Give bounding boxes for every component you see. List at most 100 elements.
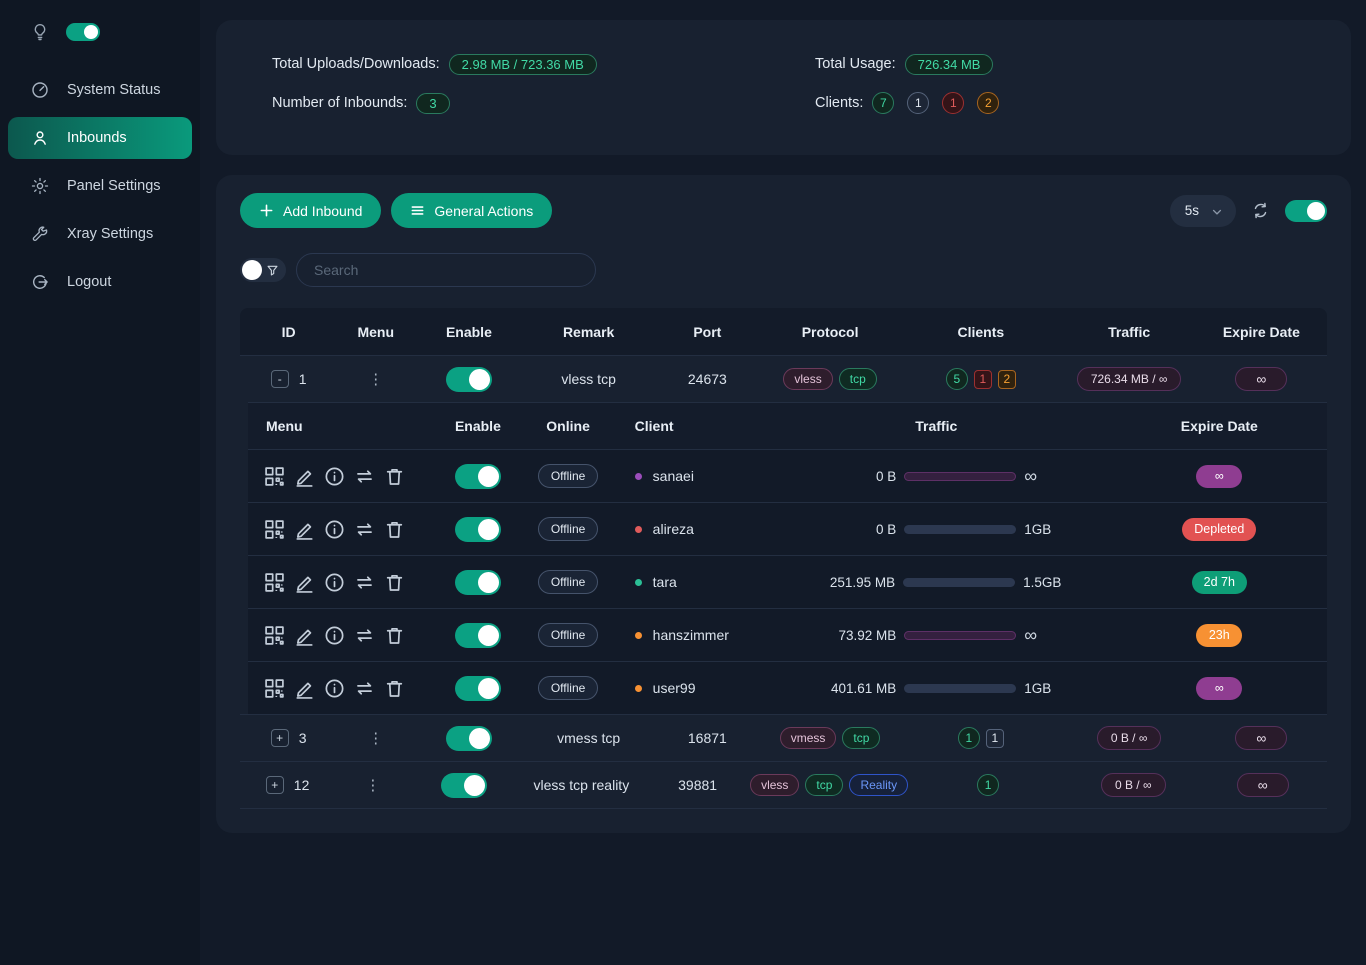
client-name: alireza xyxy=(652,521,694,537)
protocol-tag-tcp: tcp xyxy=(838,368,877,390)
client-count-badge: 1 xyxy=(973,369,992,389)
qr-code-icon[interactable] xyxy=(264,625,285,646)
traffic-total: ∞ xyxy=(1024,625,1038,645)
client-enable-toggle[interactable] xyxy=(454,463,501,489)
protocol-tag-vless: vless xyxy=(783,368,833,390)
inbounds-table-header: ID Menu Enable Remark Port Protocol Clients Tra… xyxy=(240,308,1327,355)
info-icon[interactable] xyxy=(324,678,345,699)
sidebar-top xyxy=(0,0,200,66)
clients-cell: 1 xyxy=(908,774,1068,796)
reset-traffic-icon[interactable] xyxy=(354,519,375,540)
expand-toggle-button[interactable]: + xyxy=(270,729,289,747)
delete-icon[interactable] xyxy=(384,625,405,646)
edit-icon[interactable] xyxy=(294,678,315,699)
client-enable-toggle[interactable] xyxy=(454,675,501,701)
edit-icon[interactable] xyxy=(294,625,315,646)
delete-icon[interactable] xyxy=(384,678,405,699)
info-icon[interactable] xyxy=(324,625,345,646)
sidebar-item-panel-settings[interactable]: Panel Settings xyxy=(0,162,200,210)
filter-toggle[interactable] xyxy=(240,258,286,282)
search-input[interactable] xyxy=(296,253,596,287)
qr-code-icon[interactable] xyxy=(264,466,285,487)
sidebar-item-xray-settings[interactable]: Xray Settings xyxy=(0,210,200,258)
client-traffic-cell: 73.92 MB ∞ xyxy=(761,625,1112,645)
reset-traffic-icon[interactable] xyxy=(354,572,375,593)
refresh-interval-value: 5s xyxy=(1184,203,1199,218)
traffic-total: 1GB xyxy=(1024,521,1052,537)
reset-traffic-icon[interactable] xyxy=(354,678,375,699)
inbounds-card: Add Inbound General Actions 5s xyxy=(216,175,1351,833)
client-name-cell: user99 xyxy=(611,680,761,696)
add-inbound-button[interactable]: Add Inbound xyxy=(240,193,382,228)
client-status-dot xyxy=(634,684,642,692)
client-menu-cell xyxy=(248,678,430,699)
edit-icon[interactable] xyxy=(294,572,315,593)
total-uploads-downloads-label: Total Uploads/Downloads: xyxy=(272,56,440,72)
refresh-interval-select[interactable]: 5s xyxy=(1169,194,1236,227)
client-row-user99: Offline user99 401.61 MB 1GB ∞ xyxy=(248,661,1327,714)
id-cell: + 12 xyxy=(240,776,335,794)
delete-icon[interactable] xyxy=(384,519,405,540)
port-cell: 16871 xyxy=(654,730,761,746)
traffic-total: ∞ xyxy=(1024,466,1038,486)
column-header-enable: Enable xyxy=(445,323,492,340)
row-menu-button[interactable]: ⋮ xyxy=(368,370,384,388)
sidebar-item-inbounds[interactable]: Inbounds xyxy=(8,117,192,159)
expire-pill: ∞ xyxy=(1236,773,1289,797)
online-status-badge: Offline xyxy=(537,676,599,700)
qr-code-icon[interactable] xyxy=(264,519,285,540)
user-icon xyxy=(30,128,50,148)
clients-count-badge: 1 xyxy=(942,92,965,114)
client-enable-toggle[interactable] xyxy=(454,622,501,648)
delete-icon[interactable] xyxy=(384,572,405,593)
enable-toggle[interactable] xyxy=(445,366,492,392)
id-cell: - 1 xyxy=(240,370,337,388)
sidebar-item-logout[interactable]: Logout xyxy=(0,258,200,306)
traffic-pill: 726.34 MB / ∞ xyxy=(1076,367,1182,391)
main-content: Total Uploads/Downloads: 2.98 MB / 723.3… xyxy=(200,0,1366,965)
row-menu-button[interactable]: ⋮ xyxy=(368,729,384,747)
gear-icon xyxy=(30,176,50,196)
protocol-tag-vless: vless xyxy=(750,774,800,796)
edit-icon[interactable] xyxy=(294,519,315,540)
client-count-badge: 2 xyxy=(997,369,1016,389)
qr-code-icon[interactable] xyxy=(264,678,285,699)
traffic-used: 0 B xyxy=(876,468,897,484)
info-icon[interactable] xyxy=(324,519,345,540)
enable-toggle[interactable] xyxy=(441,772,488,798)
traffic-progress-bar xyxy=(904,683,1017,693)
logout-icon xyxy=(30,272,50,292)
auto-refresh-toggle[interactable] xyxy=(1285,199,1327,222)
port-text: 24673 xyxy=(687,371,727,387)
theme-toggle[interactable] xyxy=(66,23,100,41)
remark-cell: vmess tcp xyxy=(524,730,654,746)
enable-toggle[interactable] xyxy=(445,725,492,751)
remark-cell: vless tcp xyxy=(524,371,654,387)
qr-code-icon[interactable] xyxy=(264,572,285,593)
edit-icon[interactable] xyxy=(294,466,315,487)
client-expire-badge: ∞ xyxy=(1196,464,1243,488)
protocol-tag-vmess: vmess xyxy=(779,727,837,749)
client-enable-toggle[interactable] xyxy=(454,569,501,595)
number-of-inbounds-row: Number of Inbounds: 3 xyxy=(272,91,815,115)
reset-traffic-icon[interactable] xyxy=(354,625,375,646)
sidebar-item-system-status[interactable]: System Status xyxy=(0,66,200,114)
total-usage-label: Total Usage: xyxy=(815,56,896,72)
port-cell: 39881 xyxy=(645,777,750,793)
info-icon[interactable] xyxy=(324,572,345,593)
refresh-icon[interactable] xyxy=(1251,201,1270,220)
row-menu-button[interactable]: ⋮ xyxy=(365,776,381,794)
info-icon[interactable] xyxy=(324,466,345,487)
chevron-down-icon xyxy=(1211,206,1223,216)
expand-toggle-button[interactable]: - xyxy=(270,370,289,388)
total-uploads-downloads-row: Total Uploads/Downloads: 2.98 MB / 723.3… xyxy=(272,52,815,76)
general-actions-button[interactable]: General Actions xyxy=(391,193,553,228)
client-column-header-expire-date: Expire Date xyxy=(1180,418,1258,434)
reset-traffic-icon[interactable] xyxy=(354,466,375,487)
expand-toggle-button[interactable]: + xyxy=(265,776,284,794)
delete-icon[interactable] xyxy=(384,466,405,487)
client-enable-toggle[interactable] xyxy=(454,516,501,542)
